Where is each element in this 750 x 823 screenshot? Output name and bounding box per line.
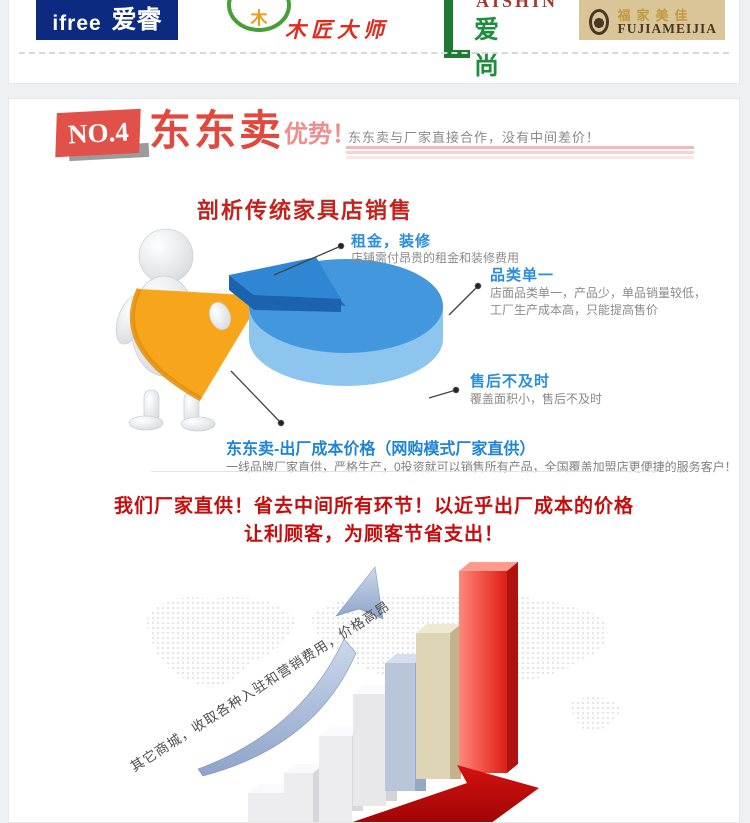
logo-fujiameijia: 福家美佳 FUJIAMEIJIA	[579, 0, 725, 40]
big-red-arrow-icon	[352, 765, 539, 822]
callout-category-desc: 店面品类单一，产品少，单品销量较低， 工厂生产成本高，只能提高售价	[490, 286, 707, 317]
slogan-line2: 让利顾客，为顾客节省支出！	[243, 524, 504, 545]
pink-stripes-decoration	[346, 146, 694, 161]
logo-ifree-cn: 爱睿	[111, 6, 162, 34]
logo-fujiameijia-cn: 福家美佳	[617, 8, 694, 23]
orange-pie-slice	[132, 289, 263, 399]
no4-badge-label: NO.4	[66, 115, 130, 150]
callout-category-title: 品类单一	[490, 267, 555, 284]
dashed-divider	[19, 52, 729, 54]
aishin-bracket-icon	[444, 0, 470, 58]
advantage-section: NO.4 东东卖 优势！ 东东卖与厂家直接合作，没有中间差价！ 剖析传统家具店销…	[8, 98, 740, 823]
no4-badge: NO.4	[55, 108, 141, 158]
conclusion-desc: 一线品牌厂家直供，严格生产，0投资就可以销售所有产品，全国覆盖加盟店更便捷的服务…	[226, 460, 737, 474]
logo-aishin-cn: 爱尚妮	[474, 16, 502, 80]
slogan: 我们厂家直供！省去中间所有环节！以近乎出厂成本的价格 让利顾客，为顾客节省支出！	[9, 493, 739, 549]
fujiameijia-crest-icon	[589, 9, 610, 35]
logo-ifree-latin: ifree	[52, 12, 102, 35]
callout-lines	[230, 242, 482, 427]
callout-aftersale-title: 售后不及时	[470, 373, 551, 390]
section-heading: 东东卖 优势！	[149, 107, 356, 155]
logo-aishin-latin: AISHIN	[476, 0, 559, 11]
bar-chart-bars	[248, 562, 518, 822]
brand-suffix: 优势！	[284, 121, 357, 148]
callout-rent-desc: 店铺需付昂贵的租金和装修费用	[351, 251, 520, 265]
brand-logo-strip: ifree 爱睿 木 木匠大师 AISHIN 爱尚妮 福家美佳 FUJIAMEI…	[8, 0, 740, 84]
growth-chart-illustration: 其它商城，收取各种入驻和营销费用，价格高昂	[101, 561, 661, 822]
heading-tagline: 东东卖与厂家直接合作，没有中间差价！	[348, 130, 601, 145]
logo-woodmaster-text: 木匠大师	[285, 18, 389, 42]
callout-rent-title: 租金，装修	[351, 233, 432, 250]
analysis-title: 剖析传统家具店销售	[197, 198, 414, 223]
callout-aftersale-desc: 覆盖面积小，售后不及时	[470, 392, 603, 406]
conclusion-title: 东东卖-出厂成本价格（网购模式厂家直供）	[226, 441, 536, 458]
swoosh-arrow-icon	[197, 566, 384, 777]
slogan-line1: 我们厂家直供！省去中间所有环节！以近乎出厂成本的价格	[113, 496, 634, 517]
traditional-store-pie-illustration	[115, 228, 482, 432]
logo-ifree: ifree 爱睿	[36, 0, 178, 40]
blue-pie-icon	[229, 257, 443, 386]
logo-woodmaster-emblem-icon: 木	[227, 0, 291, 32]
highlight-red-bar	[459, 562, 518, 773]
wood-mark-icon: 木	[250, 9, 268, 28]
logo-fujiameijia-latin: FUJIAMEIJIA	[617, 21, 717, 36]
brand-name: 东东卖	[149, 107, 285, 154]
divider-line	[151, 471, 657, 472]
